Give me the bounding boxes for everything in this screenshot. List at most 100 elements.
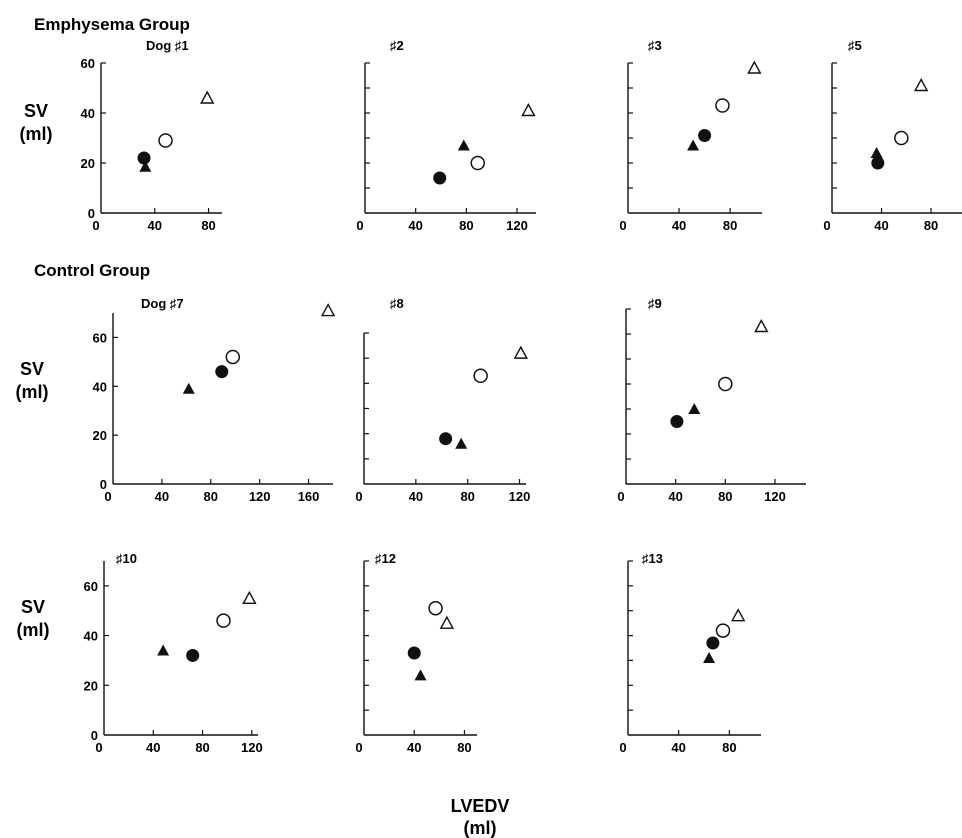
x-tick-label: 0 — [619, 218, 626, 233]
x-tick-label: 80 — [723, 218, 737, 233]
x-tick-label: 80 — [195, 740, 209, 755]
filled-triangle-point — [688, 403, 701, 414]
filled-circle-point — [706, 636, 720, 650]
filled-circle-point — [698, 129, 712, 142]
panel-label: ♯9 — [648, 296, 662, 311]
panel-label: Dog ♯7 — [141, 296, 184, 311]
panel-4: 0 40 80 ♯5 — [823, 38, 962, 233]
open-circle-point — [158, 133, 173, 148]
open-triangle-point — [747, 60, 762, 74]
x-tick-label: 0 — [617, 489, 624, 504]
filled-triangle-point — [455, 437, 468, 449]
x-tick-label: 40 — [668, 489, 682, 504]
x-axis-label-line1: LVEDV — [451, 796, 510, 816]
filled-triangle-point — [870, 147, 883, 158]
filled-circle-point — [439, 432, 453, 446]
x-tick-label: 0 — [92, 218, 99, 233]
x-tick-label: 40 — [874, 218, 888, 233]
x-tick-label: 0 — [356, 218, 363, 233]
x-tick-label: 120 — [249, 489, 271, 504]
panel-6: 0 40 80 120 ♯8 — [355, 296, 530, 504]
x-tick-label: 80 — [459, 218, 473, 233]
y-tick-label: 20 — [81, 156, 95, 171]
open-triangle-point — [439, 615, 455, 629]
panel-9: 0 40 80 ♯12 — [355, 551, 477, 755]
panel-8: 0 40 80 120 20 40 60 0 ♯10 — [84, 551, 263, 755]
open-circle-point — [715, 623, 731, 638]
y-tick-label: 40 — [81, 106, 95, 121]
open-circle-point — [470, 155, 485, 171]
x-tick-label: 120 — [506, 218, 528, 233]
open-triangle-point — [200, 90, 215, 104]
open-triangle-point — [754, 319, 769, 333]
filled-circle-point — [186, 648, 200, 662]
y-axis-label-row-3: SV (ml) — [17, 597, 50, 640]
filled-circle-point — [871, 156, 885, 170]
y-axis-label-line1: SV — [24, 101, 48, 121]
filled-triangle-point — [457, 139, 470, 151]
y-axis-label-line2: (ml) — [16, 382, 49, 402]
x-tick-label: 40 — [409, 489, 423, 504]
x-tick-label: 40 — [408, 218, 422, 233]
x-tick-label: 40 — [155, 489, 169, 504]
y-axis-label-row-2: SV (ml) — [16, 359, 49, 402]
y-tick-label: 0 — [100, 477, 107, 492]
open-triangle-point — [513, 345, 528, 359]
x-tick-label: 80 — [718, 489, 732, 504]
x-tick-label: 120 — [509, 489, 531, 504]
y-axis-label-line1: SV — [20, 359, 44, 379]
filled-circle-point — [137, 151, 151, 165]
filled-triangle-point — [703, 651, 716, 663]
open-triangle-point — [521, 103, 536, 117]
x-tick-label: 80 — [924, 218, 938, 233]
filled-triangle-point — [157, 644, 170, 656]
emphysema-group-title: Emphysema Group — [34, 15, 190, 34]
open-circle-point — [428, 600, 443, 616]
open-circle-point — [216, 613, 231, 628]
y-tick-label: 60 — [93, 330, 107, 345]
y-tick-label: 20 — [93, 428, 107, 443]
y-tick-label: 20 — [84, 678, 98, 693]
x-tick-label: 0 — [355, 489, 362, 504]
x-tick-label: 40 — [672, 218, 686, 233]
y-tick-label: 60 — [81, 56, 95, 71]
y-tick-label: 60 — [84, 579, 98, 594]
filled-circle-point — [407, 646, 421, 660]
x-tick-label: 80 — [460, 489, 474, 504]
open-circle-point — [473, 368, 488, 384]
panel-label: ♯10 — [116, 551, 137, 566]
x-tick-label: 40 — [671, 740, 685, 755]
x-tick-label: 80 — [204, 489, 218, 504]
x-tick-label: 80 — [722, 740, 736, 755]
y-tick-label: 40 — [84, 629, 98, 644]
y-axis-label-line2: (ml) — [17, 620, 50, 640]
y-tick-label: 0 — [91, 728, 98, 743]
panel-label: Dog ♯1 — [146, 38, 189, 53]
x-tick-label: 80 — [457, 740, 471, 755]
panel-label: ♯3 — [648, 38, 662, 53]
open-circle-point — [225, 349, 241, 365]
panels: 0 40 80 20 40 60 0 Dog ♯1 0 40 80 120 ♯2 0 40 80 ♯3 0 40 80… — [81, 38, 962, 755]
x-tick-label: 40 — [146, 740, 160, 755]
x-axis-label: LVEDV (ml) — [451, 796, 510, 838]
panel-1: 0 40 80 20 40 60 0 Dog ♯1 — [81, 38, 222, 233]
panel-3: 0 40 80 ♯3 — [619, 38, 762, 233]
panel-label: ♯8 — [390, 296, 404, 311]
panel-label: ♯13 — [642, 551, 663, 566]
y-tick-label: 40 — [93, 379, 107, 394]
y-axis-label-line2: (ml) — [20, 124, 53, 144]
x-tick-label: 0 — [95, 740, 102, 755]
filled-circle-point — [433, 171, 447, 185]
open-triangle-point — [913, 78, 929, 92]
x-tick-label: 80 — [201, 218, 215, 233]
open-circle-point — [715, 98, 730, 113]
x-tick-label: 0 — [104, 489, 111, 504]
open-circle-point — [894, 130, 909, 146]
panel-label: ♯2 — [390, 38, 404, 53]
panel-5: 0 40 80 120 160 20 40 60 0 Dog ♯7 — [93, 296, 336, 504]
panel-10: 0 40 80 ♯13 — [619, 551, 761, 755]
x-tick-label: 40 — [407, 740, 421, 755]
x-tick-label: 0 — [823, 218, 830, 233]
open-triangle-point — [242, 590, 257, 604]
open-triangle-point — [320, 303, 336, 317]
